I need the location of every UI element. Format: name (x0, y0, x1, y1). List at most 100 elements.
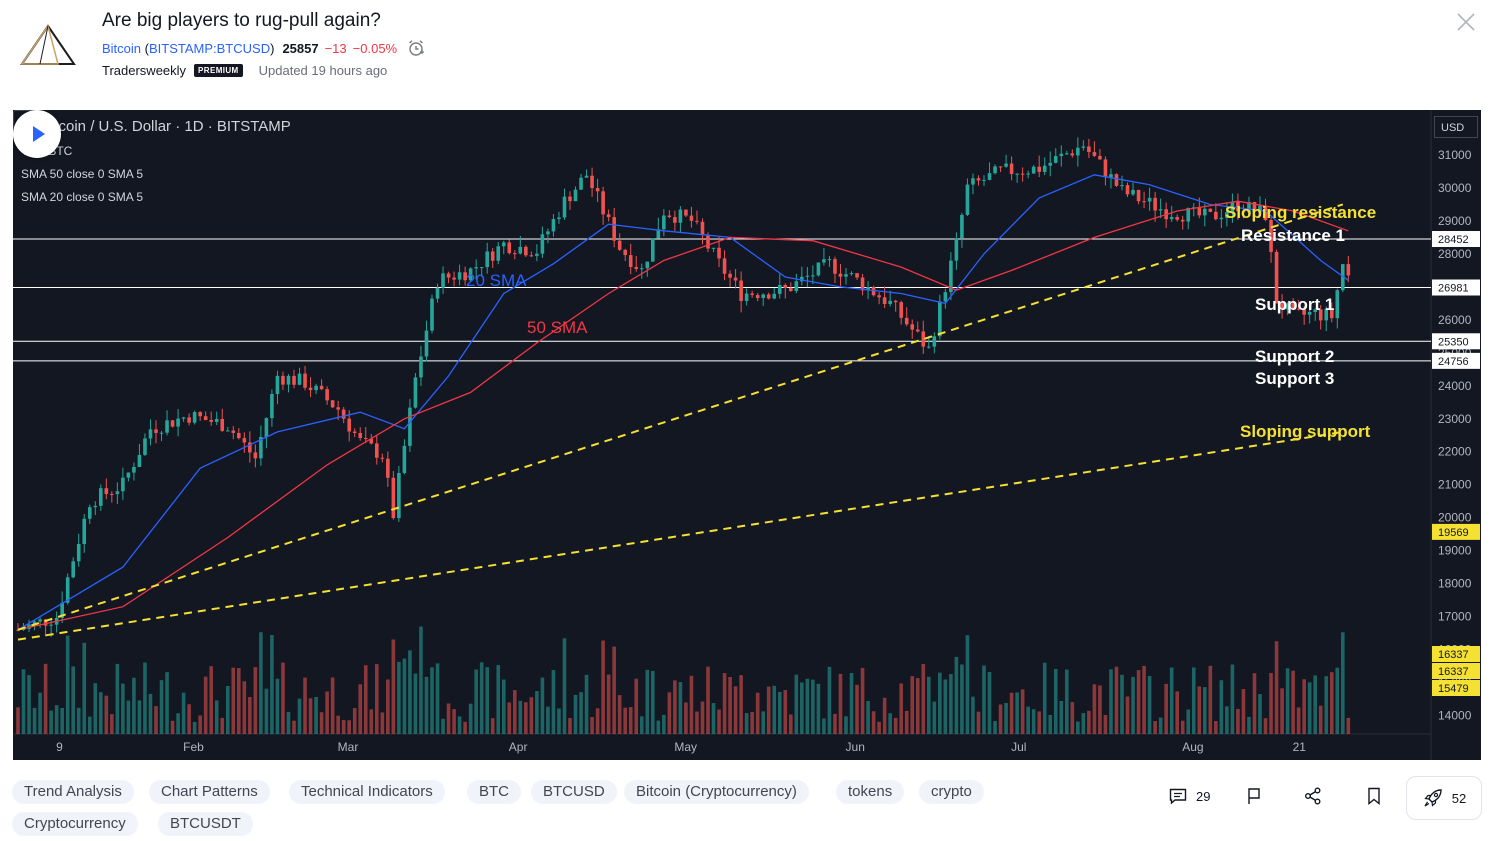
currency-selector[interactable]: USD (1434, 116, 1478, 138)
play-icon[interactable] (13, 110, 61, 158)
volume-bar (27, 675, 31, 734)
report-button[interactable] (1244, 786, 1264, 806)
candle-body (562, 196, 567, 218)
tag-chart-patterns[interactable]: Chart Patterns (149, 780, 270, 804)
volume-bar (573, 694, 578, 734)
volume-bar (1346, 717, 1351, 734)
volume-bar (1164, 683, 1168, 734)
candle-body (292, 375, 296, 385)
tag-trend-analysis[interactable]: Trend Analysis (12, 780, 134, 804)
candle-body (678, 209, 683, 223)
support-3-label[interactable]: Support 3 (1255, 369, 1334, 388)
volume-bar (904, 710, 909, 734)
price-tick: 24000 (1438, 379, 1472, 393)
alarm-clock-icon[interactable] (407, 39, 425, 57)
resistance-1-label[interactable]: Resistance 1 (1241, 226, 1345, 245)
volume-bar (490, 718, 495, 734)
price-chart[interactable]: 3100030000290002800027000260002500024000… (13, 110, 1481, 760)
sma50-line[interactable] (17, 200, 1349, 631)
volume-bar (137, 700, 142, 734)
volume-bar (441, 718, 445, 734)
volume-bar (822, 718, 826, 734)
sloping-resistance-label[interactable]: Sloping resistance (1225, 203, 1376, 222)
volume-bar (43, 663, 48, 734)
tag-cryptocurrency[interactable]: Cryptocurrency (12, 812, 138, 836)
volume-bar (855, 684, 859, 734)
sma20-label[interactable]: 20 SMA (466, 271, 527, 290)
symbol-name-link[interactable]: Bitcoin (102, 40, 142, 56)
chart-area[interactable]: 3100030000290002800027000260002500024000… (13, 110, 1481, 760)
idea-title[interactable]: Are big players to rug-pull again? (102, 10, 381, 31)
candle-body (1225, 212, 1229, 218)
volume-bar (750, 712, 754, 734)
tag-btc[interactable]: BTC (467, 780, 521, 804)
tag-tokens[interactable]: tokens (836, 780, 905, 804)
candle-body (308, 387, 313, 391)
candle-body (507, 242, 512, 254)
sma20-line[interactable] (17, 174, 1349, 631)
sloping-support-line[interactable] (17, 430, 1343, 641)
share-button[interactable] (1303, 786, 1323, 806)
candle-body (253, 452, 258, 459)
author-logo-icon[interactable] (20, 24, 76, 66)
candle-body (43, 619, 48, 626)
volume-bar (706, 666, 710, 734)
tag-btcusdt[interactable]: BTCUSDT (158, 812, 253, 836)
candle-body (595, 188, 600, 192)
symbol-code-link[interactable]: BITSTAMP:BTCUSD (148, 40, 271, 56)
candle-body (755, 294, 760, 299)
volume-bar (557, 708, 561, 734)
sma50-label[interactable]: 50 SMA (527, 318, 588, 337)
candle-body (49, 624, 53, 626)
candle-body (214, 418, 219, 422)
close-icon[interactable] (1454, 10, 1478, 34)
tag-bitcoin-cryptocurrency[interactable]: Bitcoin (Cryptocurrency) (624, 780, 809, 804)
boost-button[interactable]: 52 (1406, 776, 1482, 820)
candle-body (27, 624, 31, 629)
volume-bar (954, 656, 959, 734)
volume-bar (501, 679, 506, 734)
price-tick: 30000 (1438, 181, 1472, 195)
volume-bar (1070, 702, 1075, 734)
comments-button[interactable]: 29 (1168, 786, 1210, 806)
volume-bar (297, 698, 302, 734)
volume-bar (921, 663, 926, 734)
tag-btcusd[interactable]: BTCUSD (531, 780, 617, 804)
support-2-label[interactable]: Support 2 (1255, 347, 1334, 366)
volume-bar (402, 658, 407, 734)
candle-body (1291, 303, 1295, 309)
legend-row-volume[interactable]: Vol · BTC (21, 144, 73, 158)
sloping-support-label[interactable]: Sloping support (1240, 422, 1371, 441)
level-price-value: 28452 (1438, 234, 1469, 246)
candle-body (165, 420, 169, 433)
sloping-resistance-line[interactable] (17, 203, 1344, 631)
volume-bar (998, 704, 1003, 734)
tag-technical-indicators[interactable]: Technical Indicators (289, 780, 445, 804)
author-name[interactable]: Tradersweekly (102, 63, 187, 78)
candle-body (71, 561, 75, 578)
legend-row-sma20[interactable]: SMA 20 close 0 SMA 5 (21, 190, 144, 204)
volume-bar (253, 667, 258, 734)
candle-body (998, 166, 1003, 168)
candle-body (739, 280, 743, 302)
candle-body (1059, 153, 1064, 157)
tag-crypto[interactable]: crypto (919, 780, 984, 804)
support-1-label[interactable]: Support 1 (1255, 295, 1334, 314)
volume-bar (645, 669, 650, 734)
volume-bar (871, 711, 876, 734)
candle-body (1087, 146, 1091, 153)
volume-bar (651, 671, 655, 734)
volume-bar (1269, 672, 1273, 734)
candle-body (1208, 208, 1213, 212)
volume-bar (363, 665, 368, 734)
legend-row-sma50[interactable]: SMA 50 close 0 SMA 5 (21, 167, 144, 181)
volume-bar (1009, 692, 1014, 734)
volume-bar (1236, 708, 1240, 734)
bookmark-button[interactable] (1364, 786, 1384, 806)
candle-body (606, 214, 611, 218)
volume-bar (1214, 721, 1218, 734)
volume-bar (744, 713, 749, 734)
candle-body (1318, 309, 1323, 321)
price-tick: 17000 (1438, 610, 1472, 624)
volume-bar (1335, 667, 1340, 734)
